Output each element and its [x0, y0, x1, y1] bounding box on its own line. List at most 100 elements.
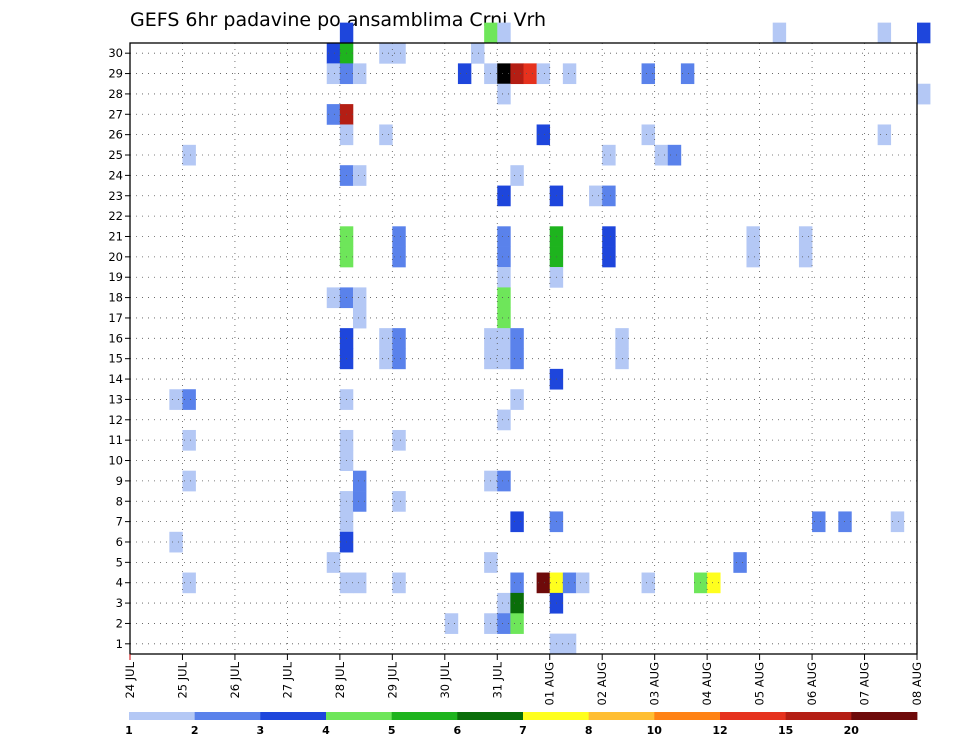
data-cell — [444, 613, 459, 634]
x-tick-label: 06 AUG — [805, 662, 819, 705]
data-cell — [497, 267, 511, 288]
data-cell — [523, 63, 537, 85]
y-tick-label: 23 — [108, 189, 123, 203]
colorbar: 1 2 3 4 5 6 7 8 10 12 15 20 — [125, 712, 918, 737]
data-cell — [497, 409, 511, 431]
data-cell — [352, 165, 367, 186]
data-cell — [326, 43, 341, 64]
data-cell — [510, 511, 524, 533]
x-axis: 24 JUL 25 JUL 26 JUL 27 JUL 28 JUL 29 JUL 30 J… — [123, 654, 924, 705]
y-tick-label: 30 — [108, 46, 123, 60]
data-cell — [392, 226, 406, 247]
colorbar-label: 4 — [322, 724, 330, 737]
data-cell — [379, 124, 393, 146]
y-tick-label: 11 — [108, 433, 123, 447]
data-cell — [169, 389, 183, 410]
data-cell — [457, 63, 472, 85]
data-cell — [352, 572, 367, 594]
data-cell — [392, 491, 406, 512]
data-cell — [510, 389, 524, 410]
data-cell — [326, 63, 341, 85]
y-tick-label: 29 — [108, 67, 123, 81]
data-cell — [352, 470, 367, 492]
y-tick-label: 17 — [108, 311, 123, 325]
data-cell — [339, 22, 354, 44]
y-axis: 1234567891011121314151617181920212223242… — [108, 46, 130, 651]
data-cell — [510, 165, 524, 186]
y-tick-label: 5 — [116, 555, 123, 569]
data-cell — [510, 328, 524, 349]
x-tick-label: 04 AUG — [700, 662, 714, 705]
x-tick-label: 08 AUG — [910, 662, 924, 705]
y-tick-label: 8 — [116, 494, 123, 508]
data-cell — [812, 511, 826, 533]
y-tick-label: 24 — [108, 168, 123, 182]
data-cell — [352, 287, 367, 309]
data-cell — [602, 246, 616, 268]
data-cell — [497, 307, 511, 329]
y-tick-label: 19 — [108, 270, 123, 284]
colorbar-segment — [654, 712, 721, 720]
data-cell — [562, 63, 577, 85]
data-cell — [510, 572, 524, 594]
y-tick-label: 27 — [108, 107, 123, 121]
data-cell — [510, 63, 524, 85]
data-cell — [182, 389, 196, 410]
data-cell — [917, 22, 931, 44]
y-tick-label: 2 — [116, 616, 123, 630]
colorbar-label: 1 — [125, 724, 133, 737]
y-tick-label: 28 — [108, 87, 123, 101]
data-cell — [497, 613, 511, 634]
data-cell — [536, 124, 551, 146]
data-cell — [562, 633, 577, 655]
data-cell — [352, 307, 367, 329]
data-cell — [392, 429, 406, 451]
data-cell — [838, 511, 852, 533]
data-cell — [733, 552, 747, 573]
data-cell — [471, 43, 485, 64]
x-tick-label: 03 AUG — [648, 662, 662, 705]
data-cell — [798, 226, 813, 247]
colorbar-label: 2 — [191, 724, 199, 737]
x-tick-label: 02 AUG — [595, 662, 609, 705]
y-tick-label: 6 — [116, 535, 123, 549]
x-tick-label: 24 JUL — [123, 661, 137, 698]
colorbar-segment — [194, 712, 261, 720]
colorbar-label: 12 — [712, 724, 727, 737]
data-cell — [169, 531, 183, 553]
colorbar-label: 20 — [844, 724, 860, 737]
data-cell — [497, 226, 511, 247]
y-tick-label: 3 — [116, 596, 123, 610]
x-tick-label: 28 JUL — [333, 661, 347, 698]
data-cell — [497, 63, 511, 85]
colorbar-label: 15 — [778, 724, 793, 737]
x-tick-label: 01 AUG — [543, 662, 557, 705]
data-cell — [182, 144, 196, 166]
data-cell — [602, 226, 616, 247]
data-cell — [536, 572, 551, 594]
data-cell — [182, 429, 196, 451]
data-cell — [392, 246, 406, 268]
colorbar-segment — [391, 712, 458, 720]
data-cell — [497, 22, 511, 44]
data-cell — [497, 83, 511, 105]
chart-title: GEFS 6hr padavine po ansamblima Crni Vrh — [130, 9, 546, 31]
data-cell — [182, 572, 196, 594]
data-cell — [562, 572, 577, 594]
data-cell — [917, 83, 931, 105]
y-tick-label: 9 — [116, 474, 123, 488]
data-cell — [182, 470, 196, 492]
data-cell — [497, 246, 511, 268]
data-cell — [654, 144, 669, 166]
data-cell — [326, 552, 341, 573]
y-tick-label: 15 — [108, 352, 123, 366]
colorbar-segment — [720, 712, 787, 720]
data-cell — [575, 572, 590, 594]
colorbar-segment — [523, 712, 590, 720]
y-tick-label: 7 — [116, 515, 123, 529]
y-tick-label: 16 — [108, 331, 123, 345]
y-tick-label: 22 — [108, 209, 123, 223]
colorbar-label: 3 — [256, 724, 264, 737]
colorbar-label: 5 — [388, 724, 396, 737]
colorbar-label: 7 — [519, 724, 527, 737]
